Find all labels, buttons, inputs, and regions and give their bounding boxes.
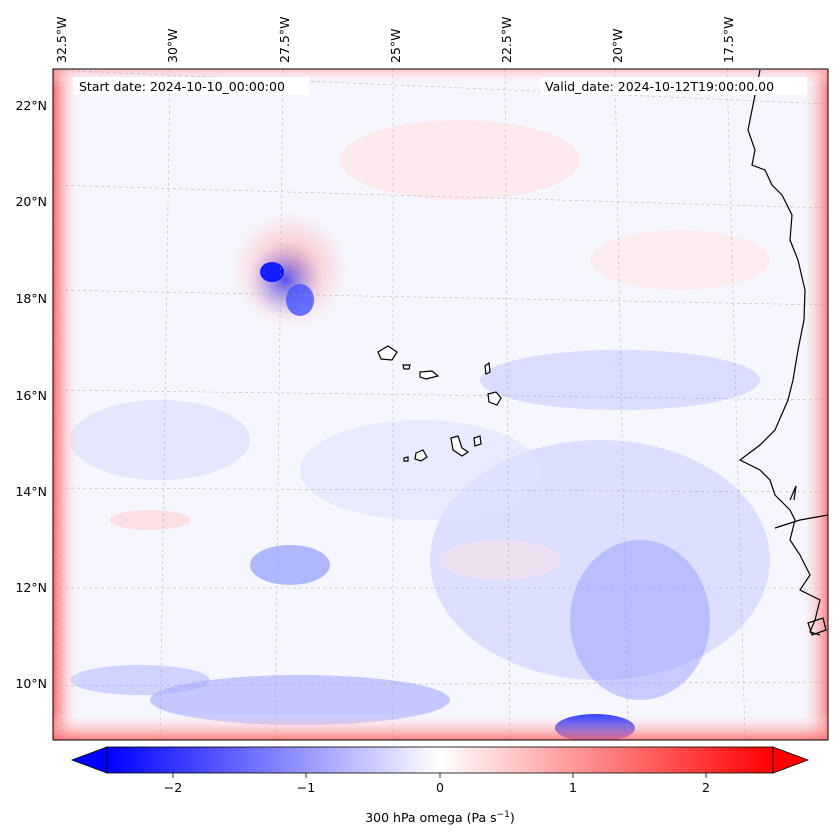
island (403, 456, 409, 462)
lon-label: 30°W (165, 28, 180, 63)
lon-label: 27.5°W (277, 17, 292, 63)
lat-label: 22°N (15, 98, 47, 113)
colorbar-tick-label: −1 (297, 780, 315, 795)
colorbar-body (106, 746, 774, 774)
colorbar-max-arrow (772, 746, 810, 774)
colorbar-tick-label: 1 (569, 780, 577, 795)
start-date-box (73, 77, 309, 95)
colorbar-label-main: 300 hPa omega (Pa s (365, 810, 496, 825)
colorbar-label: 300 hPa omega (Pa s−1) (365, 810, 515, 825)
lat-label: 18°N (15, 291, 47, 306)
lon-label: 32.5°W (54, 17, 69, 63)
colorbar: −2 −1 0 1 2 300 hPa omega (Pa s−1) (70, 746, 810, 825)
island (402, 364, 411, 370)
lat-label: 20°N (15, 194, 47, 209)
map-frame (52, 68, 829, 741)
colorbar-label-end: ) (510, 810, 515, 825)
lon-label: 25°W (388, 28, 403, 63)
island (473, 435, 482, 447)
lon-label: 22.5°W (499, 17, 514, 63)
island (377, 345, 398, 361)
colorbar-tick-label: 2 (702, 780, 710, 795)
colorbar-min-arrow (70, 746, 108, 774)
coastline (738, 69, 829, 636)
valid-date-box (540, 77, 807, 95)
lat-label: 10°N (15, 676, 47, 691)
omega-field (53, 69, 828, 740)
island (484, 361, 491, 375)
lon-label: 20°W (610, 28, 625, 63)
island (487, 391, 502, 406)
colorbar-label-sup: −1 (497, 810, 510, 820)
colorbar-tick-label: 0 (436, 780, 444, 795)
island (414, 449, 428, 462)
valid-date-label: Valid_date: 2024-10-12T19:00:00.00 (545, 79, 774, 94)
island (450, 435, 470, 457)
graticule (53, 69, 828, 740)
colorbar-tick-label: −2 (164, 780, 182, 795)
lat-label: 14°N (15, 484, 47, 499)
start-date-label: Start date: 2024-10-10_00:00:00 (79, 79, 285, 94)
lat-label: 12°N (15, 580, 47, 595)
island (419, 370, 440, 380)
islands-outline (377, 345, 502, 462)
lon-label: 17.5°W (721, 17, 736, 63)
lat-label: 16°N (15, 388, 47, 403)
